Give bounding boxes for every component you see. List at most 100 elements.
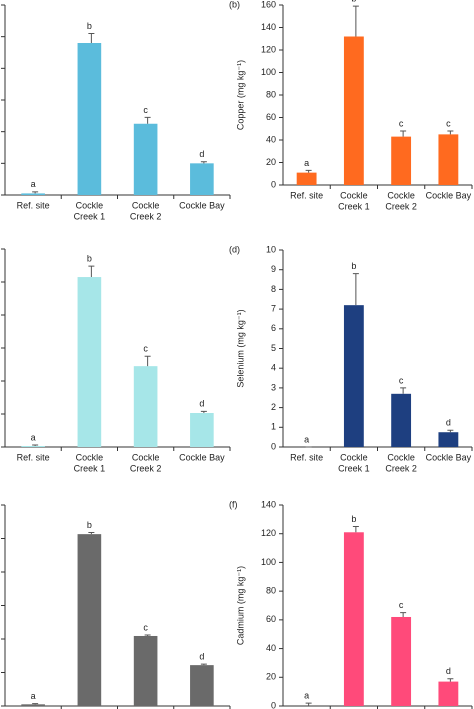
error-bar bbox=[200, 161, 207, 164]
error-bar bbox=[447, 429, 454, 433]
x-tick-label: Ref. site bbox=[17, 200, 50, 210]
y-tick-label: 4 bbox=[271, 363, 276, 373]
x-tick-label: Cockle bbox=[340, 190, 368, 200]
significance-letter: b bbox=[87, 520, 92, 530]
panel-label: (d) bbox=[229, 244, 240, 254]
x-tick-label: Ref. site bbox=[290, 190, 323, 200]
significance-letter: d bbox=[199, 652, 204, 662]
significance-letter: b bbox=[351, 514, 356, 524]
x-tick-label: Creek 2 bbox=[385, 463, 417, 473]
error-bar bbox=[352, 526, 359, 533]
x-tick-label: Creek 1 bbox=[338, 201, 370, 211]
significance-letter: d bbox=[446, 418, 451, 428]
bar bbox=[438, 134, 459, 185]
significance-letter: d bbox=[199, 149, 204, 159]
significance-letter: a bbox=[31, 432, 36, 442]
significance-letter: d bbox=[199, 399, 204, 409]
bar bbox=[190, 163, 214, 195]
y-tick-label: 5 bbox=[271, 343, 276, 353]
bar bbox=[296, 172, 317, 185]
error-bar bbox=[88, 531, 95, 535]
error-bar bbox=[144, 116, 151, 124]
error-bar bbox=[88, 33, 95, 43]
bar bbox=[133, 635, 158, 706]
y-tick-label: 60 bbox=[266, 614, 276, 624]
bar bbox=[77, 534, 102, 706]
x-tick-label: Cockle Bay bbox=[426, 452, 472, 462]
y-tick-label: 0 bbox=[271, 179, 276, 189]
error-bar bbox=[144, 355, 151, 367]
significance-letter: c bbox=[143, 622, 148, 632]
error-bar bbox=[400, 130, 407, 137]
bar bbox=[190, 413, 214, 447]
y-tick-label: 100 bbox=[261, 67, 276, 77]
y-tick-label: 2 bbox=[271, 402, 276, 412]
error-bar bbox=[305, 702, 312, 706]
significance-letter: c bbox=[143, 344, 148, 354]
y-tick-label: 0 bbox=[271, 700, 276, 709]
x-tick-label: Creek 1 bbox=[74, 211, 106, 221]
significance-letter: b bbox=[351, 261, 356, 271]
bar bbox=[21, 446, 45, 447]
y-tick-label: 40 bbox=[266, 134, 276, 144]
bar bbox=[438, 681, 459, 706]
y-tick-label: 80 bbox=[266, 89, 276, 99]
error-bar bbox=[400, 612, 407, 617]
significance-letter: b bbox=[87, 254, 92, 264]
error-bar bbox=[400, 387, 407, 394]
x-tick-label: Cockle bbox=[340, 452, 368, 462]
bar bbox=[391, 393, 412, 447]
significance-letter: a bbox=[31, 179, 36, 189]
x-tick-label: Creek 1 bbox=[338, 463, 370, 473]
y-tick-label: 0 bbox=[271, 441, 276, 451]
x-tick-label: Cockle bbox=[76, 452, 104, 462]
significance-letter: c bbox=[399, 118, 404, 128]
significance-letter: a bbox=[304, 691, 309, 701]
y-tick-label: 140 bbox=[261, 499, 276, 509]
x-tick-label: Creek 1 bbox=[74, 463, 106, 473]
y-tick-label: 20 bbox=[266, 157, 276, 167]
significance-letter: a bbox=[304, 434, 309, 444]
x-tick-label: Cockle Bay bbox=[179, 200, 225, 210]
error-bar bbox=[32, 703, 39, 705]
y-tick-label: 120 bbox=[261, 528, 276, 538]
significance-letter: b bbox=[87, 21, 92, 31]
y-tick-label: 40 bbox=[266, 643, 276, 653]
significance-letter: c bbox=[399, 600, 404, 610]
error-bar bbox=[200, 663, 207, 666]
error-bar bbox=[200, 410, 207, 414]
error-bar bbox=[352, 273, 359, 306]
bar bbox=[391, 616, 412, 706]
significance-letter: a bbox=[31, 691, 36, 701]
error-bar bbox=[32, 191, 39, 194]
y-tick-label: 160 bbox=[261, 0, 276, 9]
x-tick-label: Cockle bbox=[387, 452, 415, 462]
y-tick-label: 3 bbox=[271, 382, 276, 392]
y-tick-label: 8 bbox=[271, 284, 276, 294]
bar bbox=[77, 277, 102, 447]
y-tick-label: 10 bbox=[266, 244, 276, 254]
error-bar bbox=[32, 444, 39, 447]
significance-letter: b bbox=[351, 0, 356, 4]
bar bbox=[343, 532, 364, 706]
bar bbox=[133, 123, 158, 195]
bar bbox=[21, 704, 45, 706]
x-tick-label: Cockle bbox=[76, 200, 104, 210]
error-bar bbox=[88, 265, 95, 278]
error-bar bbox=[447, 678, 454, 682]
bar bbox=[133, 366, 158, 447]
x-tick-label: Cockle Bay bbox=[426, 190, 472, 200]
x-tick-label: Creek 2 bbox=[130, 463, 162, 473]
bar bbox=[438, 432, 459, 447]
y-tick-label: 9 bbox=[271, 264, 276, 274]
x-tick-label: Cockle bbox=[387, 190, 415, 200]
significance-letter: d bbox=[446, 666, 451, 676]
y-tick-label: 6 bbox=[271, 323, 276, 333]
panel-label: (b) bbox=[229, 0, 240, 9]
y-tick-label: 140 bbox=[261, 22, 276, 32]
error-bar bbox=[305, 169, 312, 173]
significance-letter: c bbox=[446, 118, 451, 128]
bar bbox=[343, 305, 364, 447]
significance-letter: c bbox=[143, 105, 148, 115]
